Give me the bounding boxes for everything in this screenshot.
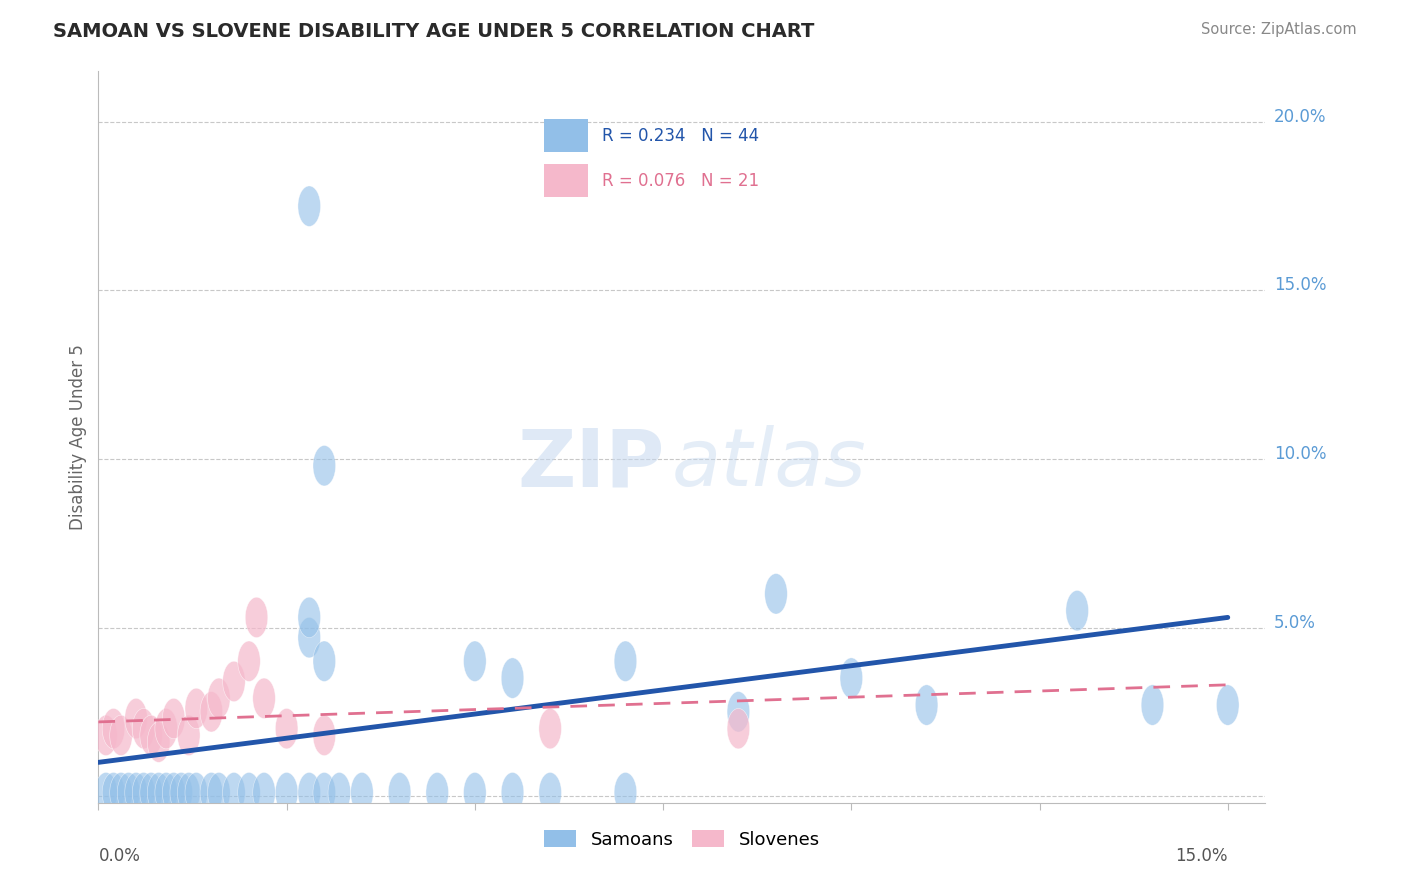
Ellipse shape [298,617,321,658]
Ellipse shape [155,708,177,749]
Ellipse shape [139,715,163,756]
Ellipse shape [170,772,193,813]
Ellipse shape [1066,591,1088,631]
Ellipse shape [538,708,561,749]
Ellipse shape [314,715,336,756]
Text: SAMOAN VS SLOVENE DISABILITY AGE UNDER 5 CORRELATION CHART: SAMOAN VS SLOVENE DISABILITY AGE UNDER 5… [53,22,815,41]
Ellipse shape [727,691,749,732]
Ellipse shape [222,772,245,813]
Ellipse shape [238,641,260,681]
Ellipse shape [314,772,336,813]
Text: 10.0%: 10.0% [1274,445,1326,463]
Ellipse shape [148,722,170,763]
Ellipse shape [298,772,321,813]
Ellipse shape [103,772,125,813]
Ellipse shape [1142,685,1164,725]
Ellipse shape [614,641,637,681]
Ellipse shape [117,772,139,813]
Ellipse shape [238,772,260,813]
Ellipse shape [94,772,117,813]
Ellipse shape [186,689,208,729]
Ellipse shape [314,641,336,681]
Ellipse shape [501,772,524,813]
Ellipse shape [915,685,938,725]
Ellipse shape [314,445,336,486]
Ellipse shape [208,772,231,813]
Text: 5.0%: 5.0% [1274,614,1316,632]
Ellipse shape [110,715,132,756]
Ellipse shape [177,772,200,813]
Ellipse shape [110,772,132,813]
Ellipse shape [155,772,177,813]
Ellipse shape [245,597,267,638]
Ellipse shape [222,661,245,702]
Ellipse shape [464,772,486,813]
Text: R = 0.234   N = 44: R = 0.234 N = 44 [602,127,759,145]
Text: 0.0%: 0.0% [98,847,141,864]
Ellipse shape [298,597,321,638]
Text: atlas: atlas [671,425,866,503]
Text: 15.0%: 15.0% [1274,277,1326,294]
Legend: Samoans, Slovenes: Samoans, Slovenes [537,823,827,856]
Ellipse shape [614,772,637,813]
Ellipse shape [186,772,208,813]
Ellipse shape [148,772,170,813]
Ellipse shape [139,772,163,813]
Text: R = 0.076   N = 21: R = 0.076 N = 21 [602,172,759,190]
Ellipse shape [163,772,186,813]
Ellipse shape [103,708,125,749]
Ellipse shape [426,772,449,813]
Ellipse shape [298,186,321,227]
Ellipse shape [163,698,186,739]
Ellipse shape [276,708,298,749]
Text: 20.0%: 20.0% [1274,108,1326,126]
Ellipse shape [200,691,222,732]
Ellipse shape [538,772,561,813]
Text: ZIP: ZIP [517,425,664,503]
Ellipse shape [132,708,155,749]
Ellipse shape [253,772,276,813]
FancyBboxPatch shape [544,120,588,153]
Ellipse shape [276,772,298,813]
Ellipse shape [208,678,231,719]
Ellipse shape [253,678,276,719]
Ellipse shape [177,715,200,756]
Ellipse shape [350,772,373,813]
Ellipse shape [464,641,486,681]
Ellipse shape [388,772,411,813]
Ellipse shape [328,772,350,813]
Ellipse shape [839,658,863,698]
Ellipse shape [125,698,148,739]
Y-axis label: Disability Age Under 5: Disability Age Under 5 [69,344,87,530]
Ellipse shape [1216,685,1239,725]
Ellipse shape [94,715,117,756]
Text: 15.0%: 15.0% [1175,847,1227,864]
Ellipse shape [727,708,749,749]
Ellipse shape [501,658,524,698]
FancyBboxPatch shape [544,164,588,197]
Ellipse shape [200,772,222,813]
Text: Source: ZipAtlas.com: Source: ZipAtlas.com [1201,22,1357,37]
Ellipse shape [765,574,787,614]
Ellipse shape [125,772,148,813]
Ellipse shape [132,772,155,813]
